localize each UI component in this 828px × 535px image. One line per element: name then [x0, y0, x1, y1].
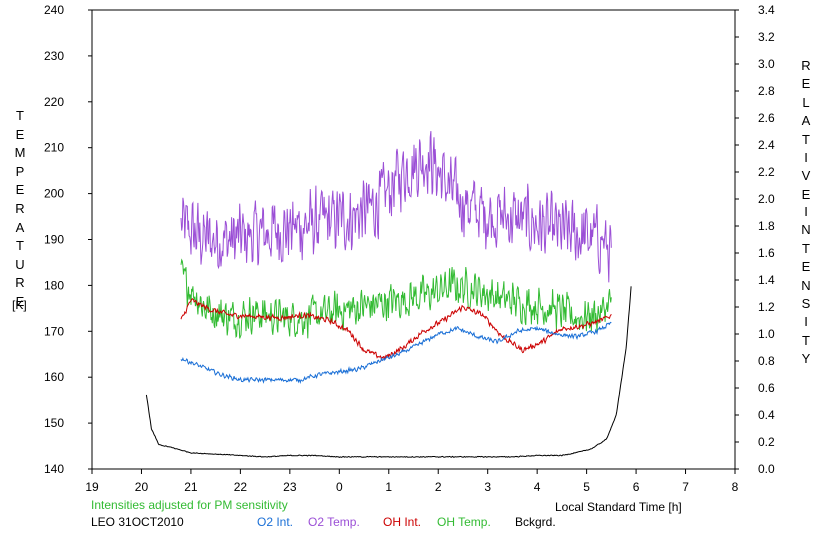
x-tick-label: 22: [234, 480, 248, 494]
right-tick-label: 1.2: [758, 300, 775, 314]
right-tick-label: 0.6: [758, 381, 775, 395]
left-tick-label: 170: [44, 324, 64, 338]
right-tick-label: 2.4: [758, 138, 775, 152]
series-line-o2-int: [180, 321, 612, 384]
x-tick-label: 20: [135, 480, 149, 494]
axis-title-letter: T: [16, 238, 24, 254]
right-tick-label: 3.0: [758, 57, 775, 71]
x-tick-label: 19: [85, 480, 99, 494]
left-tick-label: 190: [44, 233, 64, 247]
axis-title-letter: V: [801, 168, 811, 184]
axis-title-letter: E: [15, 294, 25, 309]
x-tick-label: 4: [534, 480, 541, 494]
axis-title-letter: E: [15, 182, 25, 198]
right-tick-label: 2.2: [758, 165, 775, 179]
axis-title-letter: R: [15, 201, 25, 216]
axis-title-letter: I: [804, 314, 808, 330]
axis-title-letter: U: [15, 256, 25, 272]
axis-title-letter: N: [801, 222, 811, 238]
x-axis-label: Local Standard Time [h]: [555, 500, 682, 514]
left-tick-label: 140: [44, 462, 64, 476]
left-tick-label: 210: [44, 141, 64, 155]
axis-title-letter: L: [802, 94, 810, 110]
x-tick-label: 3: [484, 480, 491, 494]
right-tick-label: 0.8: [758, 354, 775, 368]
x-tick-label: 8: [732, 480, 739, 494]
left-axis-unit: [K]: [12, 298, 27, 312]
axis-title-letter: E: [801, 186, 811, 202]
axis-title-letter: I: [804, 150, 808, 165]
axis-title-letter: N: [801, 277, 811, 293]
axis-title-letter: A: [801, 113, 811, 129]
right-tick-label: 1.6: [758, 246, 775, 260]
legend-o2-int: O2 Int.: [257, 515, 294, 529]
x-tick-label: 0: [336, 480, 343, 494]
axis-title-letter: I: [804, 204, 808, 219]
right-tick-label: 2.6: [758, 111, 775, 125]
left-tick-label: 200: [44, 187, 64, 201]
right-tick-label: 0.4: [758, 408, 775, 422]
x-axis-ticks: 19 20 21 22 23 0 1 2 3 4 5 6 7 8: [85, 469, 739, 494]
legend-oh-temp: OH Temp.: [437, 515, 491, 529]
station-label: LEO 31OCT2010: [91, 515, 184, 529]
series-line-o2-temp: [180, 131, 612, 283]
right-tick-label: 0.0: [758, 462, 775, 476]
right-axis-ticks: 0.0 0.2 0.4 0.6 0.8 1.0 1.2 1.4 1.6 1.8 2.0 2.2 2.4 2…: [735, 3, 775, 476]
axis-title-letter: T: [802, 131, 810, 147]
left-axis-ticks: 140 150 160 170 180 190 200 210 220 230 240: [44, 3, 92, 476]
axis-title-letter: T: [802, 332, 810, 348]
left-tick-label: 220: [44, 95, 64, 109]
right-tick-label: 1.8: [758, 219, 775, 233]
plot-frame: [91, 9, 736, 470]
axis-title-letter: E: [801, 259, 811, 275]
series-line-oh-int: [180, 297, 612, 362]
legend-o2-temp: O2 Temp.: [308, 515, 360, 529]
right-tick-label: 3.4: [758, 3, 775, 17]
right-tick-label: 0.2: [758, 435, 775, 449]
axis-title-letter: R: [15, 275, 25, 291]
left-tick-label: 230: [44, 49, 64, 63]
left-tick-label: 240: [44, 3, 64, 17]
right-tick-label: 1.4: [758, 273, 775, 287]
axis-title-letter: T: [16, 108, 24, 123]
right-tick-label: 2.0: [758, 192, 775, 206]
left-tick-label: 150: [44, 416, 64, 430]
axis-title-letter: P: [15, 163, 25, 179]
axis-title-letter: T: [802, 240, 810, 256]
x-tick-label: 5: [583, 480, 590, 494]
axis-title-letter: M: [14, 145, 26, 161]
left-tick-label: 180: [44, 278, 64, 292]
right-tick-label: 1.0: [758, 327, 775, 341]
axis-title-letter: R: [801, 58, 811, 73]
legend-bckgrd: Bckgrd.: [515, 515, 556, 529]
axis-title-letter: E: [801, 76, 811, 92]
series-line-oh-temp: [180, 258, 612, 339]
sensitivity-note: Intensities adjusted for PM sensitivity: [91, 498, 288, 512]
right-tick-label: 3.2: [758, 30, 775, 44]
x-tick-label: 21: [184, 480, 198, 494]
axis-title-letter: Y: [801, 351, 811, 367]
right-tick-label: 2.8: [758, 84, 775, 98]
axis-title-letter: E: [15, 126, 25, 142]
series-line-bckgrd: [145, 286, 632, 458]
series-layer: [145, 131, 632, 458]
x-tick-label: 2: [435, 480, 442, 494]
axis-title-letter: S: [801, 296, 811, 311]
x-tick-label: 1: [385, 480, 392, 494]
left-tick-label: 160: [44, 370, 64, 384]
x-tick-label: 6: [633, 480, 640, 494]
legend-oh-int: OH Int.: [383, 515, 422, 529]
x-tick-label: 23: [283, 480, 297, 494]
axis-title-letter: A: [15, 219, 25, 235]
x-tick-label: 7: [682, 480, 689, 494]
